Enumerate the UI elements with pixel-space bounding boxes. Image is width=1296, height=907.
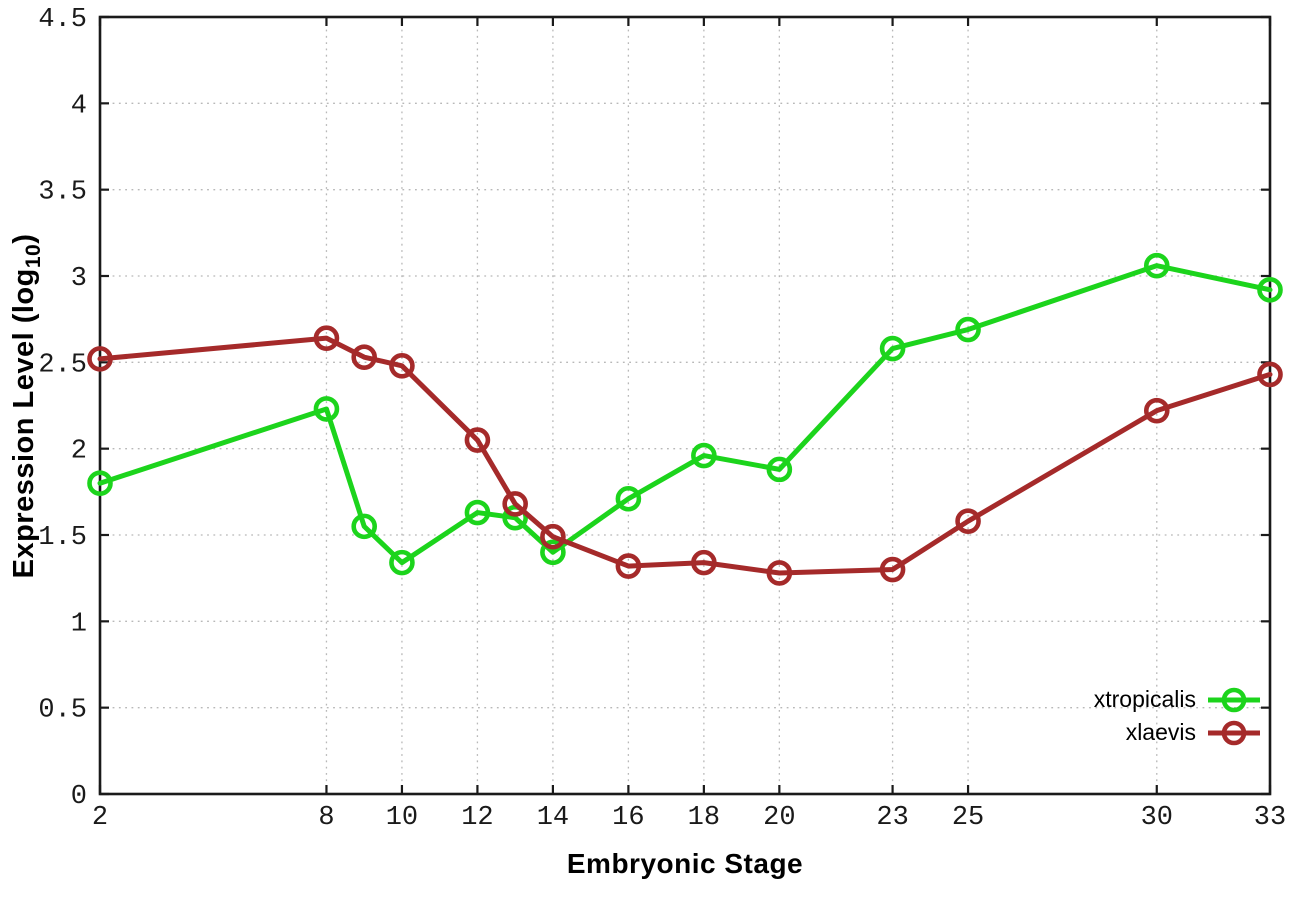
data-point-xlaevis [313, 325, 340, 351]
y-tick-label: 4 [71, 91, 87, 121]
data-point-xtropicalis [1143, 252, 1170, 279]
x-tick-label: 18 [688, 803, 720, 833]
data-point-xlaevis [389, 352, 415, 379]
legend-marker-sample-xlaevis [1208, 720, 1260, 745]
y-axis-title-text: Expression Level (log [8, 268, 41, 579]
y-tick-label: 1 [71, 609, 87, 639]
data-point-xtropicalis [766, 456, 793, 483]
y-axis-title: Expression Level (log10) [8, 234, 46, 579]
y-tick-label: 3.5 [38, 178, 87, 208]
data-point-xlaevis [691, 549, 717, 576]
x-tick-label: 33 [1254, 803, 1286, 833]
x-tick-label: 2 [92, 803, 108, 833]
legend-circle-icon [1221, 687, 1247, 712]
data-point-xtropicalis [540, 539, 566, 566]
data-point-xtropicalis [955, 316, 981, 343]
data-point-xlaevis [540, 523, 566, 550]
data-point-xtropicalis [313, 396, 340, 422]
data-point-xtropicalis [464, 499, 491, 526]
series-line-xtropicalis [97, 263, 1273, 566]
data-point-xlaevis [351, 344, 377, 370]
data-point-xtropicalis [879, 335, 906, 362]
data-point-xlaevis [955, 508, 981, 534]
y-tick-label: 2 [71, 437, 87, 467]
x-tick-label: 23 [876, 803, 908, 833]
legend-item-xlaevis: xlaevis [1126, 716, 1262, 749]
x-tick-label: 12 [461, 803, 493, 833]
data-point-xtropicalis [1257, 277, 1283, 303]
legend-circle-icon [1221, 720, 1247, 745]
legend-item-xtropicalis: xtropicalis [1094, 683, 1262, 716]
y-tick-label: 4.5 [38, 5, 87, 35]
data-point-xlaevis [464, 427, 491, 453]
data-point-xtropicalis [87, 470, 113, 497]
data-point-xlaevis [766, 560, 793, 586]
plot-border [98, 15, 1272, 796]
data-point-xtropicalis [691, 442, 717, 469]
legend-label-xtropicalis: xtropicalis [1093, 686, 1196, 712]
data-point-xlaevis [615, 553, 642, 579]
legend-label-xlaevis: xlaevis [1125, 719, 1196, 745]
x-tick-label: 10 [386, 803, 418, 833]
x-axis-title: Embryonic Stage [566, 848, 804, 879]
data-point-xtropicalis [389, 549, 415, 576]
data-point-xlaevis [879, 556, 906, 583]
y-tick-label: 0.5 [38, 696, 87, 726]
x-tick-label: 30 [1141, 803, 1173, 833]
x-tick-label: 20 [763, 803, 795, 833]
x-tick-label: 14 [537, 803, 569, 833]
x-tick-label: 25 [952, 803, 984, 833]
y-tick-label: 2.5 [38, 350, 87, 380]
y-tick-label: 0 [71, 782, 87, 812]
data-point-xlaevis [87, 346, 113, 372]
x-tick-label: 8 [318, 803, 334, 833]
series-line-xlaevis [97, 335, 1273, 576]
data-point-xlaevis [502, 491, 528, 517]
y-tick-label: 1.5 [38, 523, 87, 553]
x-tick-label: 16 [612, 803, 644, 833]
data-point-xtropicalis [502, 504, 528, 531]
data-point-xlaevis [1143, 397, 1170, 424]
legend: xtropicalis xlaevis [1094, 683, 1262, 749]
y-axis-title-subscript: 10 [21, 243, 45, 269]
y-tick-label: 3 [71, 264, 87, 294]
data-point-xlaevis [1257, 361, 1283, 388]
legend-marker-sample-xtropicalis [1208, 687, 1260, 712]
data-point-xtropicalis [351, 513, 377, 540]
data-point-xtropicalis [615, 485, 642, 512]
y-axis-title-suffix: ) [8, 233, 41, 244]
